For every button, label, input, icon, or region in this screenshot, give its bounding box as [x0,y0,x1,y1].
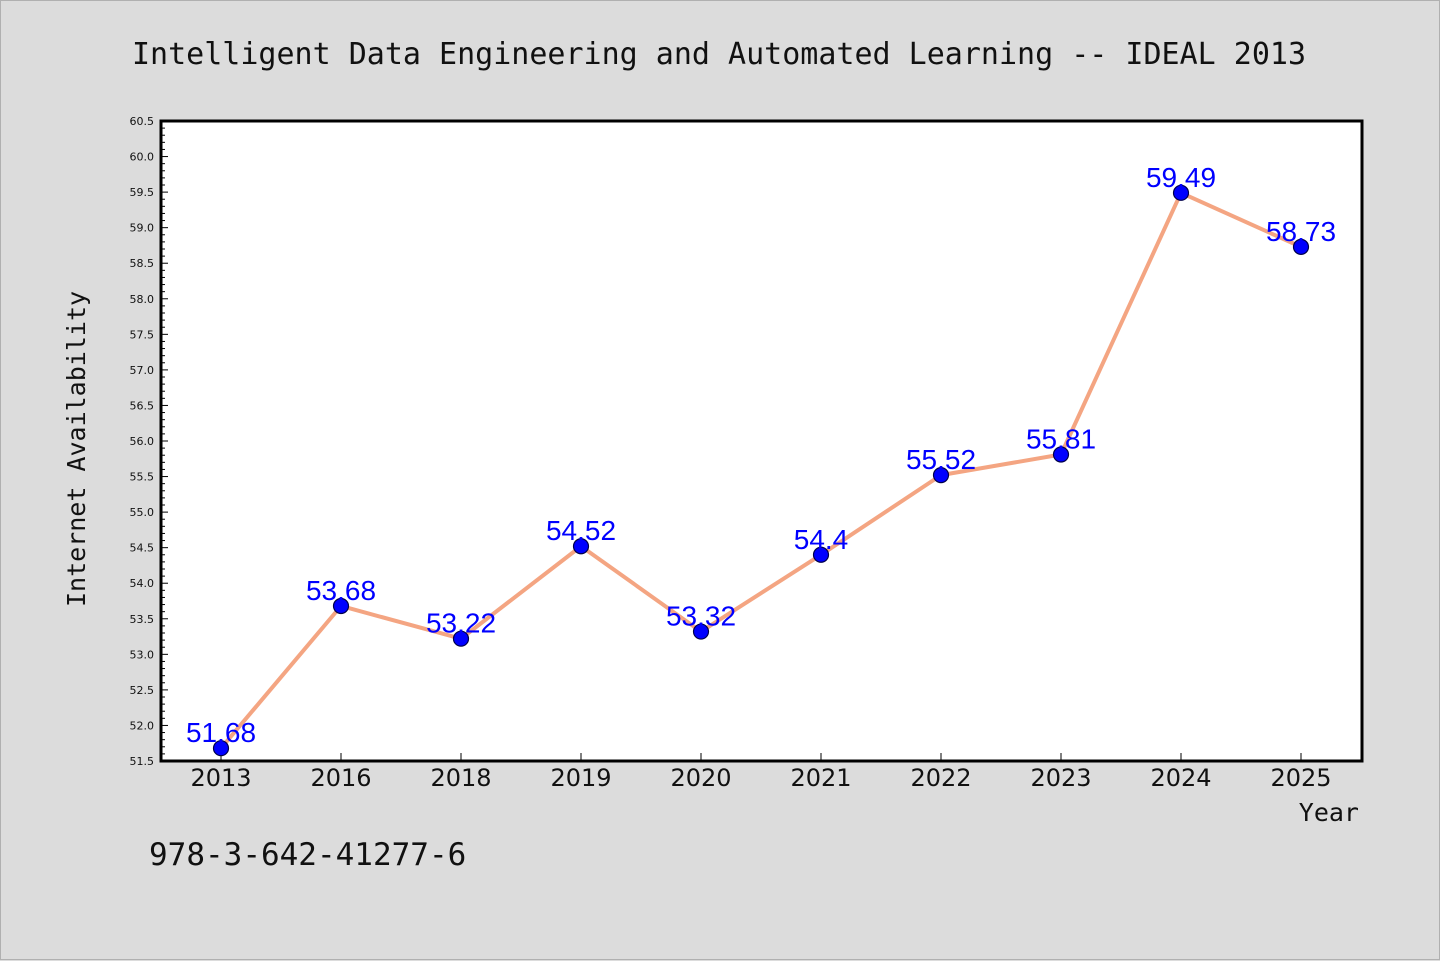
y-tick-label: 59.0 [130,222,155,235]
x-tick-label: 2023 [1030,764,1091,792]
x-tick-label: 2013 [190,764,251,792]
isbn-footer: 978-3-642-41277-6 [149,837,466,873]
x-axis-title: Year [1299,798,1359,827]
x-tick-label: 2022 [910,764,971,792]
data-value-label: 55.81 [1026,424,1096,455]
y-axis-ticks: 51.5 52.0 52.5 53.0 53.5 54.0 54.5 55.0 55.5 56.0… [130,115,168,768]
y-tick-label: 55.0 [130,506,155,519]
plot-area [159,119,1364,763]
data-point-marker [212,740,230,757]
data-value-label: 54.52 [546,515,616,546]
x-tick-label: 2025 [1270,764,1331,792]
y-tick-label: 60.0 [130,151,155,164]
chart-title: Intelligent Data Engineering and Automat… [132,37,1306,72]
y-tick-label: 59.5 [130,186,155,199]
x-tick-label: 2020 [670,764,731,792]
data-point-marker [812,546,830,563]
data-point-marker [452,630,470,647]
y-tick-label: 54.0 [130,577,155,590]
data-point-marker [1052,446,1070,463]
y-tick-label: 58.0 [130,293,155,306]
x-tick-label: 2024 [1150,764,1211,792]
x-tick-label: 2018 [430,764,491,792]
data-labels-group: 51.68 53.68 53.22 54.52 53.32 54.4 55.52 55.81 5… [186,162,1336,748]
x-tick-label: 2019 [550,764,611,792]
data-value-label: 53.22 [426,608,496,639]
data-point-marker [1292,238,1310,255]
y-axis-title: Internet Availability [62,291,91,607]
data-point-marker [692,623,710,640]
y-tick-label: 52.0 [130,719,155,732]
data-value-label: 55.52 [906,444,976,475]
y-tick-label: 53.0 [130,648,155,661]
data-value-label: 53.68 [306,575,376,606]
x-tick-label: 2021 [790,764,851,792]
y-tick-label: 55.5 [130,471,155,484]
y-tick-label: 56.5 [130,399,155,412]
y-tick-label: 57.5 [130,328,155,341]
y-tick-label: 53.5 [130,613,155,626]
y-tick-label: 57.0 [130,364,155,377]
data-point-marker [332,597,350,615]
series-line-group [219,190,1303,751]
data-value-label: 54.4 [794,524,849,555]
y-tick-label: 51.5 [130,755,155,768]
y-tick-label: 60.5 [130,115,155,128]
data-value-label: 51.68 [186,717,256,748]
y-tick-label: 54.5 [130,542,155,555]
x-axis-ticks: 2013 2016 2018 2019 2020 2021 2022 2023 2024 2025 [190,753,1332,792]
series-line [219,190,1303,751]
markers-group [212,184,1310,757]
data-point-marker [572,538,590,555]
data-value-label: 53.32 [666,601,736,632]
y-tick-label: 52.5 [130,684,155,697]
data-value-label: 58.73 [1266,216,1336,247]
y-tick-label: 58.5 [130,257,155,270]
y-tick-label: 56.0 [130,435,155,448]
x-tick-label: 2016 [310,764,371,792]
data-value-label: 59.49 [1146,162,1216,193]
data-point-marker [932,467,950,484]
data-point-marker [1172,184,1190,201]
